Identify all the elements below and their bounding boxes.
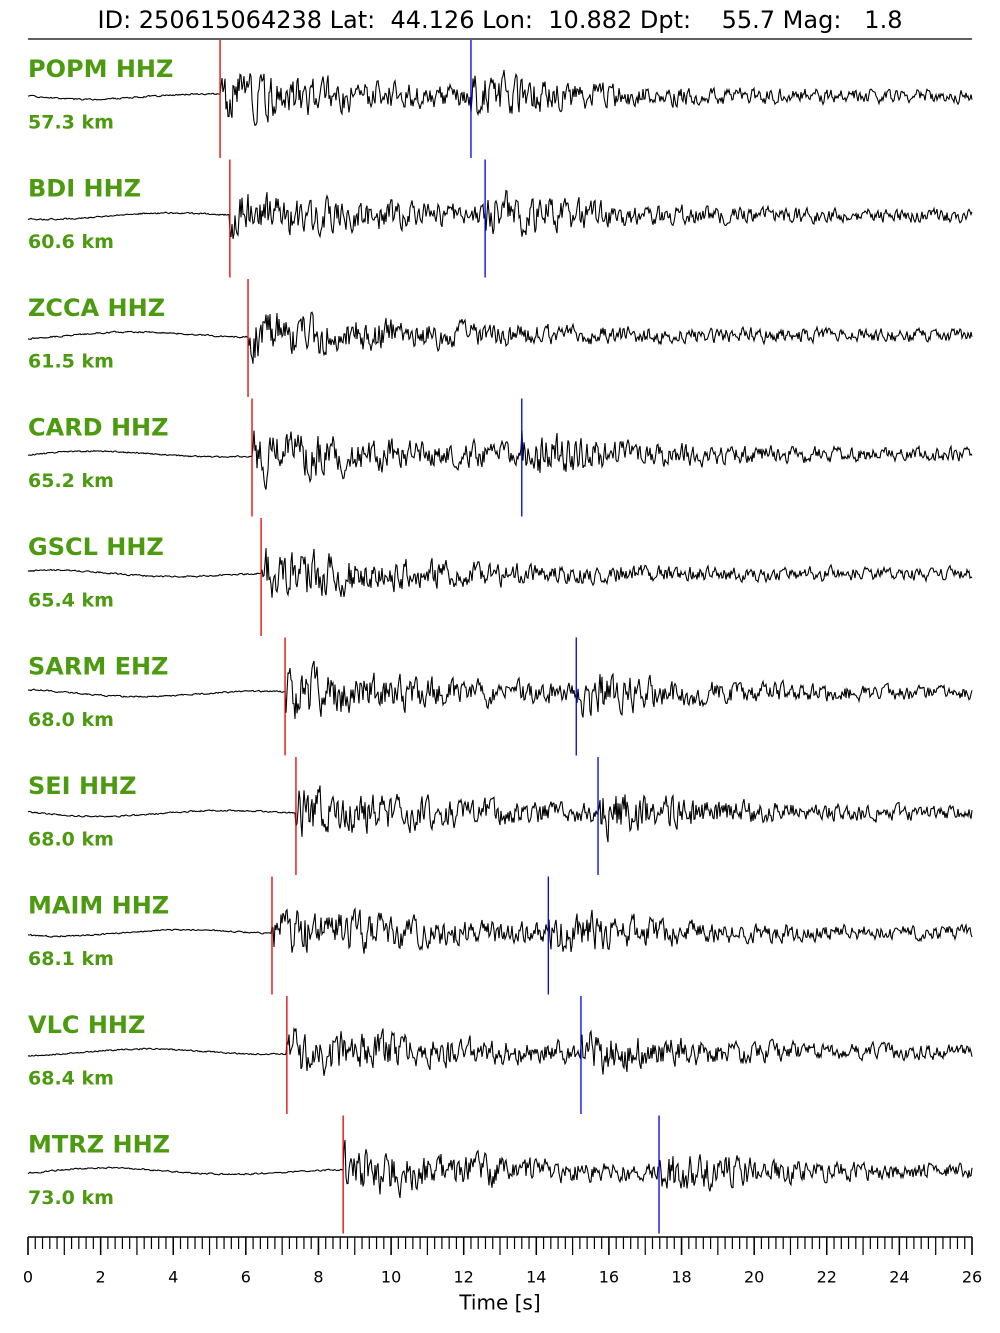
x-axis-label: Time [s]: [458, 1291, 540, 1315]
distance-label: 68.0 km: [28, 709, 114, 731]
x-tick-label: 0: [23, 1268, 33, 1287]
distance-label: 68.4 km: [28, 1068, 114, 1090]
station-label: POPM HHZ: [28, 55, 173, 83]
waveform: [27, 1026, 973, 1076]
station-label: SEI HHZ: [28, 772, 137, 800]
x-tick-label: 10: [381, 1268, 401, 1287]
waveform: [28, 189, 973, 240]
waveform: [27, 907, 973, 954]
distance-label: 61.5 km: [28, 351, 114, 373]
x-tick-label: 2: [96, 1268, 106, 1287]
distance-label: 68.0 km: [28, 829, 114, 851]
x-tick-label: 24: [889, 1268, 909, 1287]
station-label: GSCL HHZ: [28, 533, 164, 561]
x-tick-label: 20: [744, 1268, 764, 1287]
distance-label: 65.4 km: [28, 590, 114, 612]
station-label: VLC HHZ: [28, 1011, 145, 1039]
x-tick-label: 4: [168, 1268, 178, 1287]
station-label: MAIM HHZ: [28, 892, 169, 920]
station-label: BDI HHZ: [28, 175, 141, 203]
x-tick-label: 22: [817, 1268, 837, 1287]
distance-label: 60.6 km: [28, 231, 114, 253]
station-label: SARM EHZ: [28, 653, 168, 681]
x-tick-label: 26: [962, 1268, 982, 1287]
x-tick-label: 16: [599, 1268, 619, 1287]
waveform: [27, 785, 973, 843]
distance-label: 68.1 km: [28, 948, 114, 970]
station-label: MTRZ HHZ: [28, 1131, 170, 1159]
distance-label: 57.3 km: [28, 112, 114, 134]
station-label: ZCCA HHZ: [28, 294, 165, 322]
distance-label: 73.0 km: [28, 1187, 114, 1209]
waveform: [27, 1139, 973, 1198]
waveform: [27, 660, 973, 719]
waveform: [27, 69, 973, 127]
waveform: [27, 430, 973, 490]
chart-title: ID: 250615064238 Lat: 44.126 Lon: 10.882…: [98, 6, 903, 34]
waveform: [28, 311, 973, 364]
x-tick-label: 6: [241, 1268, 251, 1287]
x-tick-label: 18: [671, 1268, 691, 1287]
x-tick-label: 8: [313, 1268, 323, 1287]
distance-label: 65.2 km: [28, 470, 114, 492]
waveform: [27, 548, 973, 598]
x-tick-label: 14: [526, 1268, 546, 1287]
station-label: CARD HHZ: [28, 414, 169, 442]
x-tick-label: 12: [454, 1268, 474, 1287]
